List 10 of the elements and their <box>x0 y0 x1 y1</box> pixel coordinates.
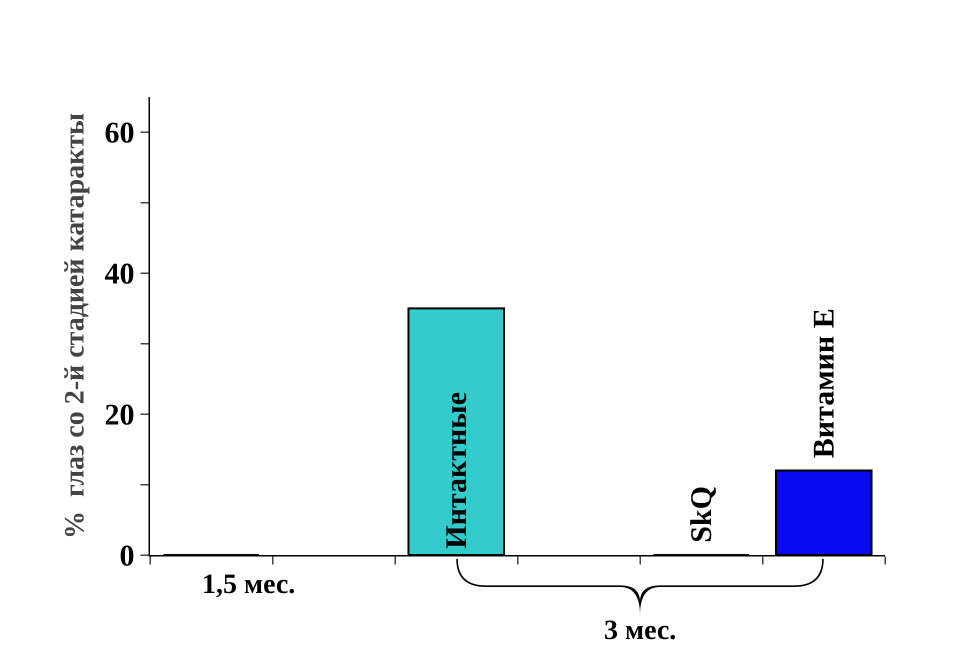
y-tick-label: 0 <box>120 540 134 572</box>
text: 3 мес. <box>604 615 676 646</box>
y-tick-label: 60 <box>104 116 134 150</box>
text: 1,5 мес. <box>202 569 296 600</box>
y-tick-label: 20 <box>104 398 134 432</box>
x-tick-label: Витамин E <box>807 308 840 458</box>
x-tick-label: Интактные <box>440 392 473 549</box>
y-tick-label: 40 <box>104 258 134 291</box>
x-tick-label: SkQ <box>684 486 718 543</box>
y-axis-title: % глаз со 2-й стадией катаракты <box>59 112 90 539</box>
